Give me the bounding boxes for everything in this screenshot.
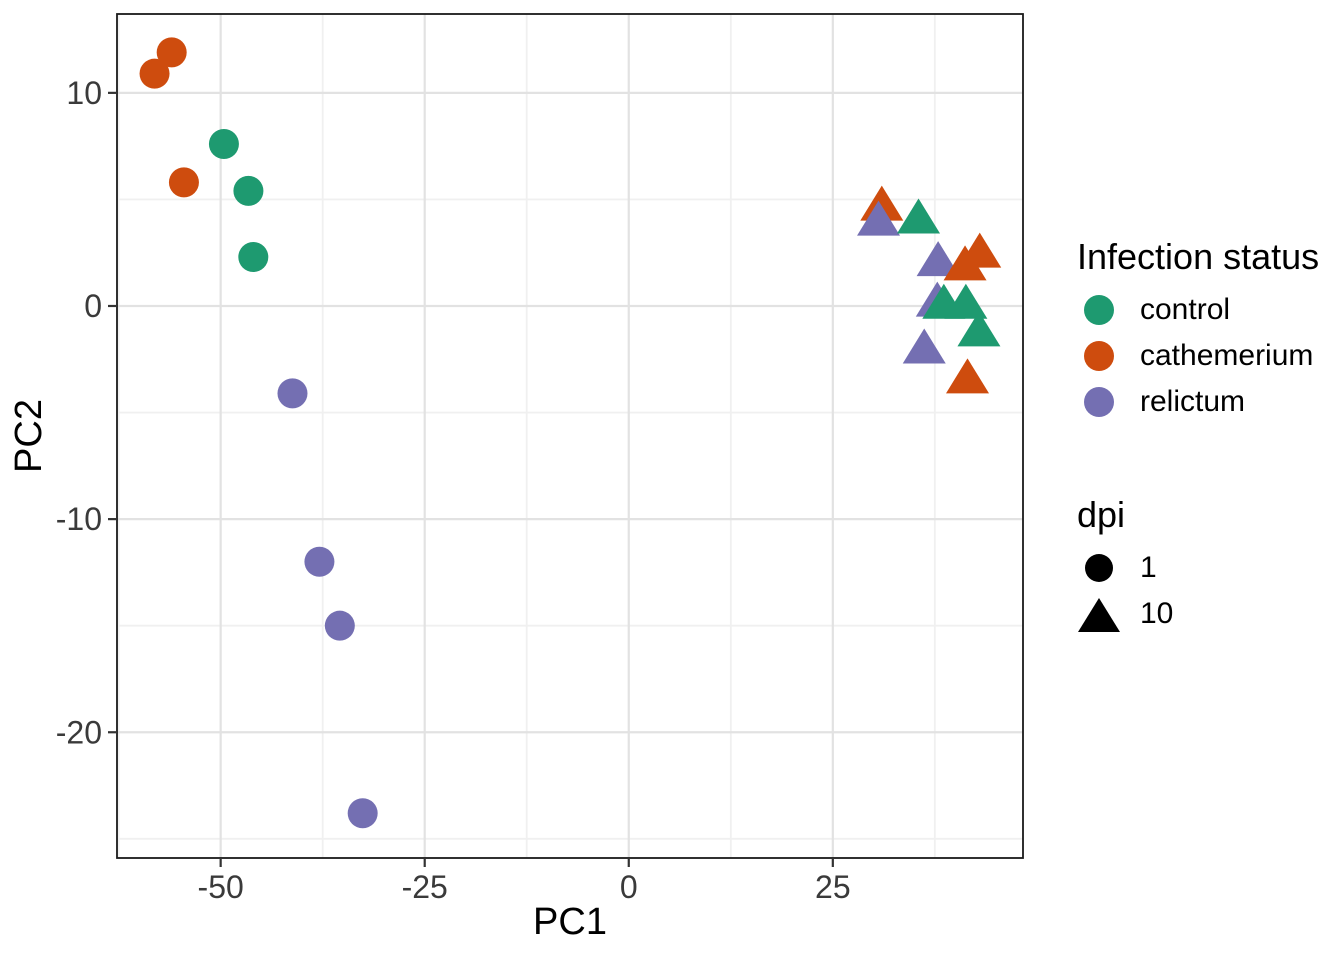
legend-item-control: control: [1077, 287, 1319, 333]
axis-ticks: [108, 91, 834, 867]
panel-border: [116, 13, 1024, 859]
point-relictum-dpi10: [902, 328, 946, 364]
legend-item-dpi-10: 10: [1077, 591, 1173, 637]
legend-item-dpi-1: 1: [1077, 545, 1173, 591]
legend-dpi-items: 1 10: [1077, 545, 1173, 637]
relictum-circle-key-icon: [1077, 380, 1121, 424]
point-relictum-dpi1: [347, 798, 378, 829]
y-tick-label: -20: [56, 714, 102, 750]
x-tick-label: -25: [402, 869, 448, 905]
y-tick-label: 10: [66, 75, 102, 111]
point-relictum-dpi10: [857, 200, 901, 236]
panel-background: [117, 14, 1023, 858]
point-relictum-dpi10: [916, 241, 960, 277]
x-tick-label: 25: [815, 869, 851, 905]
legend-dpi-title: dpi: [1077, 494, 1126, 535]
legend-infection-title: Infection status: [1077, 236, 1320, 277]
cathemerium-circle-key-icon: [1077, 334, 1121, 378]
axis-tick-labels: -50 -25 0 25 10 0 -10 -20: [56, 75, 851, 905]
control-circle-key-icon: [1077, 288, 1121, 332]
legend-item-label: 1: [1140, 551, 1157, 585]
major-gridlines: [117, 14, 1023, 858]
legend-dpi: dpi 1 10: [1077, 494, 1173, 637]
point-relictum-dpi1: [324, 610, 355, 641]
legend-item-relictum: relictum: [1077, 379, 1319, 425]
point-cathemerium-dpi1: [156, 37, 187, 68]
point-cathemerium-dpi10: [958, 232, 1002, 268]
plot-panel: -50 -25 0 25 10 0 -10 -20: [56, 13, 1024, 905]
legend-item-label: cathemerium: [1140, 339, 1314, 373]
point-control-dpi10: [944, 283, 988, 319]
triangle-key-icon: [1077, 592, 1121, 636]
x-tick-label: -50: [198, 869, 244, 905]
legend-item-label: control: [1140, 293, 1231, 327]
minor-gridlines: [117, 14, 1023, 858]
y-tick-label: -10: [56, 501, 102, 537]
point-cathemerium-dpi10: [860, 185, 904, 221]
point-cathemerium-dpi1: [168, 167, 199, 198]
point-cathemerium-dpi1: [139, 58, 170, 89]
point-control-dpi10: [957, 311, 1001, 347]
circle-key-icon: [1077, 546, 1121, 590]
data-points: [139, 37, 1002, 829]
y-axis-title: PC2: [8, 399, 51, 473]
x-tick-label: 0: [620, 869, 638, 905]
point-relictum-dpi1: [277, 378, 308, 409]
legend-item-cathemerium: cathemerium: [1077, 333, 1319, 379]
point-control-dpi10: [897, 198, 941, 234]
x-axis-title: PC1: [533, 901, 607, 944]
point-control-dpi1: [233, 175, 264, 206]
y-tick-label: 0: [84, 288, 102, 324]
point-cathemerium-dpi10: [945, 358, 989, 394]
point-relictum-dpi1: [304, 546, 335, 577]
legend-item-label: 10: [1140, 597, 1174, 631]
point-control-dpi1: [208, 129, 239, 160]
point-control-dpi1: [238, 241, 269, 272]
legend-infection-items: control cathemerium relictum: [1077, 287, 1319, 425]
legend-infection-status: Infection status control cathemerium relic…: [1077, 236, 1319, 425]
legend-item-label: relictum: [1140, 385, 1246, 419]
